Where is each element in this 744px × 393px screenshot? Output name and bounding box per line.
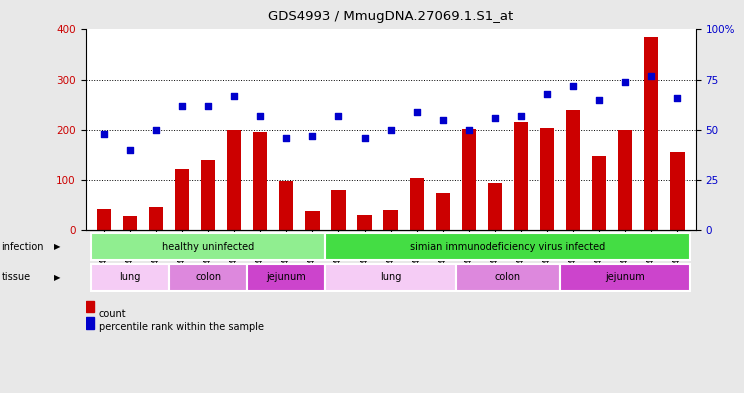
Text: GDS4993 / MmugDNA.27069.1.S1_at: GDS4993 / MmugDNA.27069.1.S1_at — [268, 10, 513, 23]
Bar — [253, 132, 267, 230]
Bar — [435, 193, 450, 230]
Bar — [123, 217, 137, 230]
Bar — [201, 160, 215, 230]
Text: colon: colon — [495, 272, 521, 282]
Bar — [488, 183, 502, 230]
Point — [619, 79, 631, 85]
Bar — [560, 264, 690, 291]
Point — [567, 83, 579, 89]
Point — [541, 90, 553, 97]
Bar — [175, 169, 189, 230]
Bar — [618, 130, 632, 230]
Point — [124, 147, 136, 153]
Text: percentile rank within the sample: percentile rank within the sample — [99, 321, 264, 332]
Text: ▶: ▶ — [54, 273, 60, 282]
Point — [280, 134, 292, 141]
Point — [333, 112, 344, 119]
Bar — [247, 264, 325, 291]
Text: jejunum: jejunum — [266, 272, 307, 282]
Point — [150, 127, 162, 133]
Bar — [97, 209, 111, 230]
Text: ▶: ▶ — [54, 242, 60, 251]
Bar — [461, 129, 476, 230]
Bar — [514, 122, 528, 230]
Point — [359, 134, 371, 141]
Text: count: count — [99, 309, 126, 319]
Point — [98, 130, 110, 137]
Bar — [383, 210, 398, 230]
Bar — [456, 264, 560, 291]
Text: simian immunodeficiency virus infected: simian immunodeficiency virus infected — [410, 242, 606, 252]
Point — [307, 132, 318, 139]
Text: healthy uninfected: healthy uninfected — [162, 242, 254, 252]
Bar — [86, 301, 94, 312]
Bar — [149, 207, 163, 230]
Bar — [409, 178, 424, 230]
Text: infection: infection — [1, 242, 44, 252]
Bar — [592, 156, 606, 230]
Point — [437, 116, 449, 123]
Point — [463, 127, 475, 133]
Point — [254, 112, 266, 119]
Point — [671, 94, 683, 101]
Text: lung: lung — [380, 272, 401, 282]
Bar — [325, 233, 690, 260]
Bar — [169, 264, 247, 291]
Text: colon: colon — [195, 272, 221, 282]
Point — [228, 92, 240, 99]
Bar — [227, 130, 241, 230]
Bar — [86, 317, 94, 329]
Bar — [279, 181, 293, 230]
Bar — [566, 110, 580, 230]
Point — [489, 114, 501, 121]
Point — [515, 112, 527, 119]
Text: tissue: tissue — [1, 272, 31, 282]
Point — [385, 127, 397, 133]
Bar — [357, 215, 372, 230]
Point — [176, 103, 188, 109]
Bar — [540, 128, 554, 230]
Bar — [670, 152, 684, 230]
Bar — [91, 264, 169, 291]
Bar — [305, 211, 320, 230]
Point — [593, 96, 605, 103]
Point — [411, 108, 423, 115]
Point — [202, 103, 214, 109]
Text: jejunum: jejunum — [606, 272, 645, 282]
Bar — [644, 37, 658, 230]
Point — [645, 72, 657, 79]
Bar — [325, 264, 456, 291]
Text: lung: lung — [119, 272, 141, 282]
Bar — [91, 233, 325, 260]
Bar — [331, 190, 346, 230]
